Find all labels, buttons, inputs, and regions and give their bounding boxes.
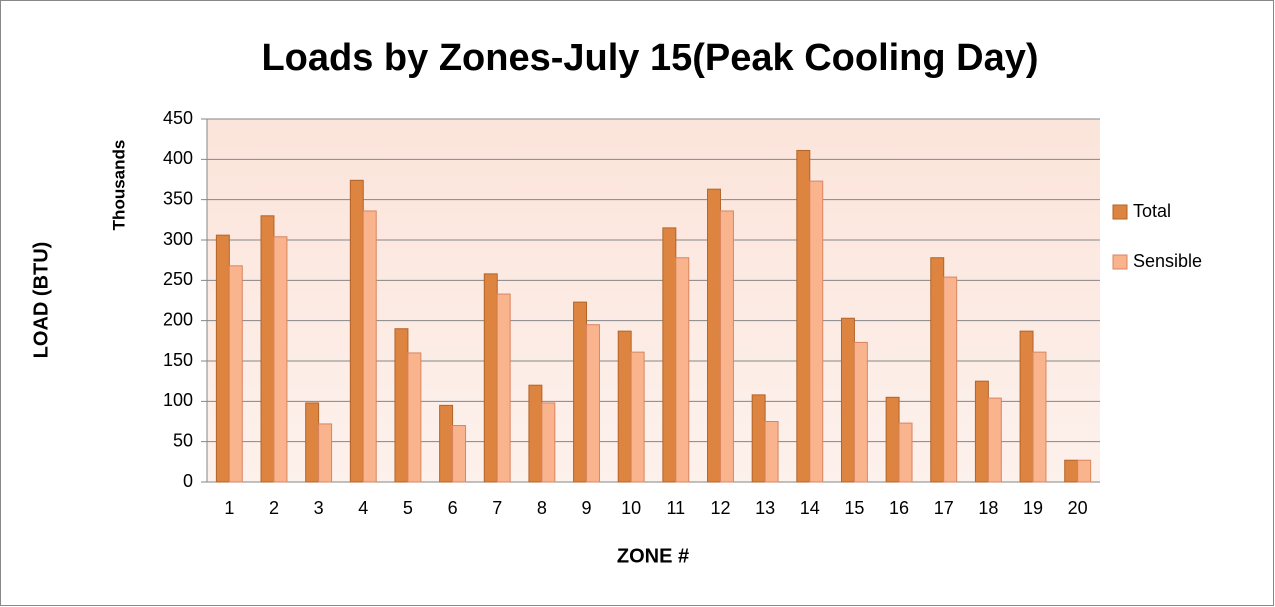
x-tick-label: 17 bbox=[934, 498, 954, 518]
x-tick-label: 9 bbox=[582, 498, 592, 518]
bar bbox=[362, 210, 377, 483]
bar bbox=[853, 341, 868, 483]
y-tick-label: 150 bbox=[163, 350, 193, 370]
legend-swatch bbox=[1112, 204, 1128, 220]
bar bbox=[541, 402, 556, 483]
y-tick-label: 450 bbox=[163, 108, 193, 128]
y-tick-label: 350 bbox=[163, 188, 193, 208]
bar bbox=[260, 215, 275, 483]
x-tick-label: 18 bbox=[978, 498, 998, 518]
x-tick-label: 1 bbox=[224, 498, 234, 518]
bar bbox=[528, 384, 543, 483]
bar bbox=[930, 257, 945, 483]
x-tick-label: 15 bbox=[844, 498, 864, 518]
x-tick-label: 3 bbox=[314, 498, 324, 518]
x-tick-label: 10 bbox=[621, 498, 641, 518]
x-tick-label: 7 bbox=[492, 498, 502, 518]
bar bbox=[840, 317, 855, 483]
bar bbox=[885, 396, 900, 483]
y-tick-label: 50 bbox=[173, 430, 193, 450]
bar bbox=[318, 423, 333, 483]
y-tick-label: 400 bbox=[163, 148, 193, 168]
bar bbox=[407, 352, 422, 483]
x-tick-label: 19 bbox=[1023, 498, 1043, 518]
x-tick-label: 14 bbox=[800, 498, 820, 518]
bar bbox=[483, 273, 498, 483]
y-axis-title: LOAD (BTU) bbox=[30, 242, 52, 359]
plot-area bbox=[207, 119, 1100, 482]
x-tick-label: 6 bbox=[448, 498, 458, 518]
bar bbox=[215, 234, 230, 483]
bar bbox=[573, 301, 588, 483]
bar bbox=[273, 236, 288, 483]
bar bbox=[586, 324, 600, 483]
bar bbox=[943, 276, 958, 483]
bar bbox=[1032, 351, 1047, 483]
legend-label: Total bbox=[1133, 201, 1171, 221]
x-tick-label: 5 bbox=[403, 498, 413, 518]
legend-label: Sensible bbox=[1133, 251, 1202, 271]
x-tick-label: 13 bbox=[755, 498, 775, 518]
bar bbox=[707, 188, 721, 483]
y-tick-label: 100 bbox=[163, 390, 193, 410]
chart-title: Loads by Zones-July 15(Peak Cooling Day) bbox=[261, 37, 1038, 79]
bar bbox=[630, 351, 645, 483]
bar bbox=[809, 180, 824, 483]
bar bbox=[974, 380, 989, 483]
y-unit-label: Thousands bbox=[109, 140, 128, 231]
bar bbox=[1064, 459, 1079, 483]
x-tick-label: 20 bbox=[1068, 498, 1088, 518]
bar bbox=[452, 425, 467, 483]
bar bbox=[617, 330, 632, 483]
bar bbox=[394, 328, 409, 483]
bar bbox=[439, 404, 454, 483]
bar bbox=[751, 394, 766, 483]
x-tick-label: 12 bbox=[710, 498, 730, 518]
bar bbox=[496, 293, 511, 483]
legend-swatch bbox=[1112, 254, 1128, 270]
bar bbox=[1019, 330, 1034, 483]
bar bbox=[228, 265, 243, 483]
bar bbox=[796, 149, 811, 483]
x-tick-label: 11 bbox=[666, 498, 685, 518]
bar bbox=[764, 421, 779, 483]
bar bbox=[305, 402, 320, 483]
bar bbox=[719, 210, 734, 483]
x-tick-label: 2 bbox=[269, 498, 279, 518]
bar bbox=[349, 179, 364, 483]
y-tick-label: 250 bbox=[163, 269, 193, 289]
x-axis-title: ZONE # bbox=[617, 545, 689, 567]
y-tick-label: 200 bbox=[163, 309, 193, 329]
bar bbox=[1077, 459, 1092, 483]
bar bbox=[662, 227, 677, 483]
y-tick-label: 0 bbox=[183, 471, 193, 491]
y-tick-label: 300 bbox=[163, 229, 193, 249]
bar bbox=[675, 257, 690, 483]
bar bbox=[987, 397, 1002, 483]
x-tick-label: 8 bbox=[537, 498, 547, 518]
x-tick-label: 16 bbox=[889, 498, 909, 518]
bar bbox=[898, 422, 913, 483]
x-tick-label: 4 bbox=[358, 498, 368, 518]
